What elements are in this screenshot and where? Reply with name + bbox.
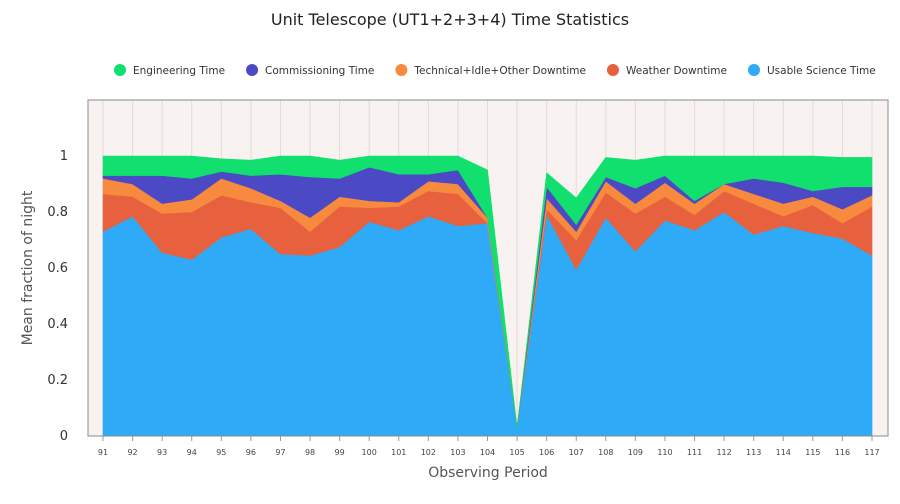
x-tick-label: 117 [864,448,879,457]
x-tick-label: 94 [187,448,197,457]
chart-title: Unit Telescope (UT1+2+3+4) Time Statisti… [271,10,629,29]
legend-marker [606,64,619,76]
legend-label: Commissioning Time [265,65,374,77]
x-tick-label: 92 [127,448,137,457]
x-tick-label: 104 [480,448,495,457]
legend-label: Weather Downtime [626,65,727,77]
x-tick-label: 99 [335,448,345,457]
x-tick-label: 109 [628,448,643,457]
legend-label: Usable Science Time [767,65,876,77]
y-tick-label: 0.8 [47,205,68,220]
x-tick-label: 95 [216,448,226,457]
x-tick-label: 96 [246,448,256,457]
y-tick-label: 0.2 [47,373,68,388]
legend-label: Engineering Time [133,65,225,77]
x-tick-label: 97 [275,448,285,457]
x-tick-label: 101 [391,448,406,457]
x-tick-label: 106 [539,448,554,457]
legend-marker [748,64,760,76]
x-axis-label: Observing Period [428,465,548,481]
legend-item-engineering-time[interactable]: Engineering Time [114,64,225,77]
x-tick-label: 98 [305,448,315,457]
legend: Engineering Time Commissioning Time Techni… [114,64,876,77]
y-tick-label: 0 [60,429,68,444]
area-engineering-time [102,155,873,428]
x-tick-label: 102 [421,448,436,457]
x-tick-label: 108 [598,448,613,457]
area-usable-science-time [102,211,873,437]
plot-frame [87,99,889,437]
y-axis: 0 0.2 0.4 0.6 0.8 1 [47,99,889,444]
area-series [102,155,873,437]
x-tick-label: 107 [569,448,584,457]
legend-item-technical-idle-other-downtime[interactable]: Technical+Idle+Other Downtime [395,64,586,77]
legend-item-weather-downtime[interactable]: Weather Downtime [606,64,727,77]
x-tick-label: 93 [157,448,167,457]
legend-item-usable-science-time[interactable]: Usable Science Time [748,64,876,77]
y-axis-label: Mean fraction of night [20,190,36,345]
legend-marker [395,64,408,76]
y-tick-label: 0.4 [47,317,68,332]
x-tick-label: 103 [450,448,465,457]
x-tick-label: 113 [746,448,761,457]
legend-item-commissioning-time[interactable]: Commissioning Time [246,64,374,77]
y-tick-label: 1 [60,149,68,164]
x-tick-label: 116 [835,448,850,457]
x-tick-label: 111 [687,448,702,457]
x-tick-label: 91 [98,448,108,457]
legend-marker [114,64,126,76]
legend-marker [246,64,259,76]
x-tick-label: 110 [657,448,672,457]
legend-label: Technical+Idle+Other Downtime [413,65,586,77]
x-tick-label: 115 [805,448,820,457]
x-tick-label: 105 [509,448,524,457]
x-axis: 91 92 93 94 95 96 97 98 99 100 101 102 103 104 105 106 1… [98,436,880,457]
x-tick-label: 100 [362,448,377,457]
y-tick-label: 0.6 [47,261,68,276]
x-tick-label: 114 [776,448,791,457]
x-tick-label: 112 [716,448,731,457]
